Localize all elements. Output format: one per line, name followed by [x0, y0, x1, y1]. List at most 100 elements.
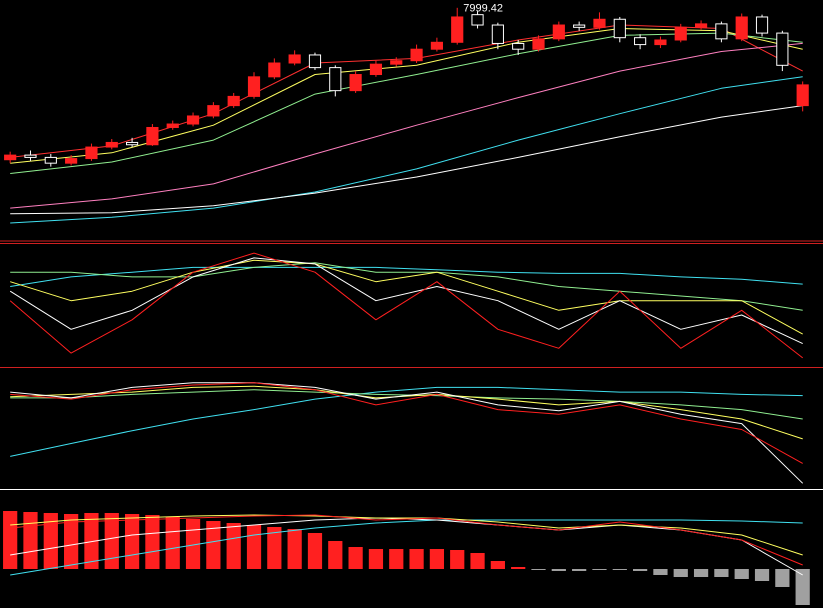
- macd-bar: [551, 569, 566, 571]
- candle-body: [308, 54, 322, 69]
- candle-body: [85, 146, 98, 160]
- macd-bar: [632, 569, 648, 571]
- macd-bar: [795, 569, 810, 605]
- macd-bar: [572, 569, 587, 571]
- macd-bar: [592, 569, 607, 570]
- candle-body: [44, 156, 57, 164]
- macd-bar: [185, 519, 201, 569]
- macd-bar: [64, 514, 79, 569]
- macd-bar: [490, 561, 505, 569]
- macd-bar: [754, 569, 770, 581]
- macd-bar: [693, 569, 709, 577]
- macd-bar: [673, 569, 688, 577]
- macd-bar: [104, 513, 119, 569]
- candle-body: [247, 76, 261, 97]
- macd-bar: [246, 525, 262, 569]
- candle-body: [430, 41, 443, 50]
- candle-body: [755, 16, 769, 34]
- candle-body: [694, 23, 708, 28]
- macd-bar: [84, 513, 99, 569]
- candle-body: [573, 24, 586, 28]
- macd-bar: [409, 549, 424, 569]
- macd-bar: [206, 521, 221, 569]
- candle-body: [146, 126, 159, 146]
- macd-bar: [328, 541, 343, 569]
- candle-body: [227, 95, 240, 107]
- macd-bar: [511, 567, 526, 569]
- macd-bar: [531, 569, 546, 570]
- macd-bar: [124, 514, 140, 569]
- candle-body: [329, 67, 342, 92]
- macd-bar: [368, 549, 384, 569]
- indicator-line: [10, 514, 803, 556]
- macd-bar: [653, 569, 668, 575]
- candle-body: [715, 23, 728, 40]
- candle-body: [776, 32, 789, 66]
- indicator-line: [10, 385, 803, 440]
- indicator-line: [10, 386, 803, 457]
- macd-bar: [348, 547, 363, 569]
- candle-body: [674, 26, 687, 41]
- macd-bar: [145, 515, 160, 569]
- macd-bar: [287, 529, 302, 569]
- indicator-line: [10, 42, 803, 209]
- candle-body: [390, 60, 403, 65]
- candle-body: [735, 16, 748, 40]
- macd-bar: [43, 513, 58, 569]
- macd-bar: [307, 533, 323, 569]
- indicator-line: [10, 259, 803, 335]
- macd-bar: [267, 527, 282, 569]
- indicator-line: [9, 252, 804, 359]
- candle-body: [349, 74, 362, 92]
- macd-bar: [450, 550, 465, 569]
- candle-body: [288, 54, 301, 64]
- macd-bar: [775, 569, 790, 587]
- candle-body: [105, 141, 118, 148]
- candle-body: [207, 105, 220, 117]
- candle-body: [166, 123, 179, 128]
- indicator-line: [10, 32, 803, 174]
- indicator-line: [10, 519, 803, 576]
- indicator-line: [10, 28, 803, 164]
- indicator-line: [10, 382, 803, 464]
- candle-body: [593, 18, 606, 28]
- high-price-label: 7999.42: [463, 3, 503, 15]
- indicator-line: [10, 514, 803, 566]
- candle-body: [471, 14, 484, 26]
- indicator-line: [10, 76, 803, 224]
- macd-bar: [23, 512, 38, 569]
- macd-bar: [734, 569, 749, 579]
- candle-body: [451, 16, 464, 43]
- indicator-line: [10, 262, 803, 311]
- macd-bar: [165, 517, 180, 569]
- candle-body: [4, 154, 17, 161]
- macd-bar: [3, 511, 18, 569]
- candle-body: [24, 154, 37, 158]
- candle-body: [369, 63, 383, 76]
- candle-body: [634, 37, 647, 46]
- indicator-line: [10, 105, 803, 215]
- macd-bar: [389, 549, 404, 569]
- macd-bar: [714, 569, 729, 577]
- candle-body: [410, 48, 423, 62]
- indicator-line: [10, 389, 803, 420]
- indicator-line: [10, 382, 804, 484]
- macd-bar: [612, 569, 627, 570]
- candle-body: [532, 38, 545, 50]
- candle-body: [613, 18, 626, 39]
- indicator-line: [9, 257, 803, 345]
- candle-body: [512, 42, 525, 50]
- candle-body: [186, 115, 200, 125]
- indicator-line: [10, 266, 803, 287]
- candle-body: [125, 141, 139, 146]
- macd-bar: [226, 523, 241, 569]
- candle-body: [65, 158, 78, 164]
- candle-body: [796, 84, 809, 107]
- macd-bar: [470, 553, 485, 569]
- candle-body: [552, 24, 565, 40]
- candle-body: [268, 62, 281, 78]
- candle-body: [491, 24, 504, 44]
